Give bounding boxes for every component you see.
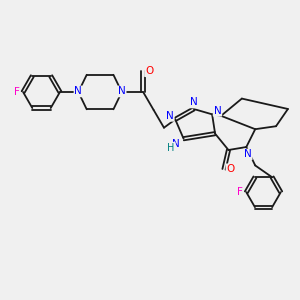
Text: F: F (237, 187, 243, 197)
Text: O: O (145, 66, 153, 76)
Text: N: N (214, 106, 221, 116)
Text: H: H (167, 142, 175, 153)
Text: N: N (172, 139, 180, 149)
Text: N: N (74, 86, 82, 96)
Text: O: O (226, 164, 235, 174)
Text: N: N (166, 111, 174, 121)
Text: N: N (244, 149, 252, 160)
Text: N: N (118, 86, 126, 96)
Text: F: F (14, 87, 20, 97)
Text: N: N (190, 98, 198, 107)
